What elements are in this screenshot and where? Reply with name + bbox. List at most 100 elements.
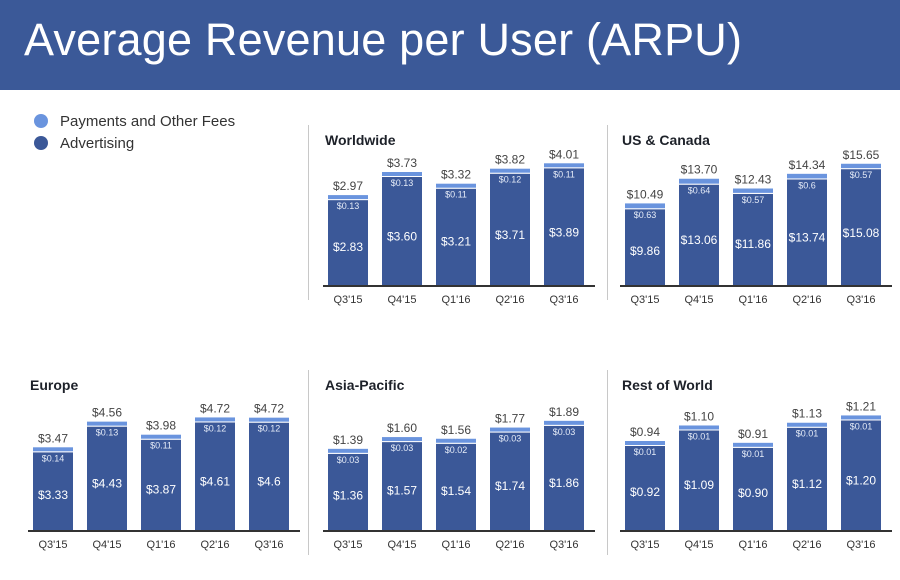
bar-separator	[625, 445, 665, 446]
x-tick-label: Q4'15	[684, 539, 713, 551]
advertising-label: $2.83	[333, 240, 363, 254]
bar-payments	[436, 438, 476, 443]
bar-separator	[87, 425, 127, 427]
total-label: $15.65	[843, 148, 880, 162]
bar-payments	[733, 442, 773, 447]
total-label: $4.01	[549, 147, 579, 161]
bar-advertising	[679, 430, 719, 530]
bar-separator	[382, 176, 422, 177]
bar-payments	[544, 420, 584, 425]
advertising-label: $4.6	[257, 475, 281, 489]
advertising-label: $0.90	[738, 486, 768, 500]
chart-title: Rest of World	[622, 377, 713, 393]
x-tick-label: Q1'16	[738, 294, 767, 306]
divider	[308, 370, 309, 555]
bar-separator	[733, 192, 773, 194]
x-tick-label: Q2'16	[495, 294, 524, 306]
advertising-label: $1.74	[495, 479, 525, 493]
bar-advertising	[841, 420, 881, 530]
x-tick-label: Q3'15	[630, 539, 659, 551]
payments-label: $0.63	[634, 210, 657, 220]
advertising-label: $1.54	[441, 484, 471, 498]
payments-label: $0.57	[742, 195, 765, 205]
total-label: $4.72	[200, 401, 230, 415]
bar-advertising	[544, 168, 584, 285]
advertising-label: $3.21	[441, 235, 471, 249]
chart-title: US & Canada	[622, 132, 710, 148]
x-tick-label: Q3'15	[630, 294, 659, 306]
divider	[607, 125, 608, 300]
legend-label: Payments and Other Fees	[60, 112, 236, 130]
bar-separator	[490, 172, 530, 174]
bar-separator	[382, 441, 422, 443]
bar-advertising	[328, 453, 368, 530]
x-tick-label: Q4'15	[684, 294, 713, 306]
payments-label: $0.13	[96, 428, 119, 438]
bar-separator	[544, 167, 584, 169]
bar-separator	[195, 421, 235, 423]
bar-advertising	[141, 439, 181, 530]
bar-separator	[787, 426, 827, 428]
page-title: Average Revenue per User (ARPU)	[24, 14, 743, 65]
bar-advertising	[382, 177, 422, 285]
bar-separator	[544, 424, 584, 426]
total-label: $3.82	[495, 153, 525, 167]
x-tick-label: Q2'16	[792, 294, 821, 306]
payments-label: $0.13	[337, 201, 360, 211]
advertising-label: $1.86	[549, 476, 579, 490]
payments-label: $0.11	[150, 441, 172, 451]
bar-advertising	[328, 200, 368, 285]
chart-svg: Rest of World $0.94 $0.01 $0.92 Q3'15 $1.10 $0…	[620, 377, 892, 551]
chart-asia-pacific: Asia-Pacific $1.39 $0.03 $1.36 Q3'15 $1.60 $0.…	[323, 370, 603, 560]
chart-svg: Worldwide $2.97 $0.13 $2.83 Q3'15 $3.73 $0.13 $…	[323, 132, 595, 306]
bar-separator	[625, 208, 665, 210]
chart-svg: Asia-Pacific $1.39 $0.03 $1.36 Q3'15 $1.60 $0.…	[323, 377, 595, 551]
payments-label: $0.02	[445, 445, 468, 455]
payments-label: $0.12	[499, 175, 522, 185]
bar-payments	[328, 448, 368, 453]
bar-payments	[679, 425, 719, 430]
x-tick-label: Q3'16	[549, 539, 578, 551]
chart-us-canada: US & Canada $10.49 $0.63 $9.86 Q3'15 $13.70 $0…	[620, 125, 900, 315]
bar-advertising	[733, 193, 773, 285]
divider	[308, 125, 309, 300]
legend: Payments and Other Fees Advertising	[34, 110, 235, 154]
bar-advertising	[87, 426, 127, 530]
chart-svg: US & Canada $10.49 $0.63 $9.86 Q3'15 $13.70 $0…	[620, 132, 892, 306]
bar-advertising	[382, 442, 422, 530]
payments-label: $0.01	[850, 421, 873, 431]
advertising-label: $0.92	[630, 485, 660, 499]
total-label: $13.70	[681, 163, 718, 177]
title-banner: Average Revenue per User (ARPU)	[0, 0, 900, 90]
legend-swatch-advertising	[34, 136, 48, 150]
advertising-label: $1.12	[792, 477, 822, 491]
advertising-label: $1.09	[684, 478, 714, 492]
legend-swatch-payments	[34, 114, 48, 128]
x-tick-label: Q2'16	[495, 539, 524, 551]
legend-item-payments: Payments and Other Fees	[34, 110, 235, 132]
total-label: $1.60	[387, 421, 417, 435]
payments-label: $0.03	[391, 443, 414, 453]
total-label: $0.91	[738, 427, 768, 441]
bar-payments	[625, 203, 665, 209]
bar-payments	[490, 427, 530, 432]
bar-payments	[328, 195, 368, 200]
advertising-label: $15.08	[843, 226, 880, 240]
bar-separator	[249, 421, 289, 423]
payments-label: $0.01	[742, 449, 765, 459]
advertising-label: $4.43	[92, 476, 122, 490]
total-label: $10.49	[627, 187, 664, 201]
chart-europe: Europe $3.47 $0.14 $3.33 Q3'15 $4.56 $0.13 $4.4…	[28, 370, 308, 560]
bar-separator	[436, 187, 476, 189]
bar-payments	[87, 421, 127, 426]
advertising-label: $3.71	[495, 228, 525, 242]
chart-title: Europe	[30, 377, 78, 393]
total-label: $3.32	[441, 168, 471, 182]
x-tick-label: Q3'16	[846, 294, 875, 306]
total-label: $1.89	[549, 405, 579, 419]
bar-payments	[436, 183, 476, 188]
payments-label: $0.11	[553, 169, 575, 179]
bar-separator	[679, 429, 719, 431]
payments-label: $0.12	[204, 423, 227, 433]
chart-rest-of-world: Rest of World $0.94 $0.01 $0.92 Q3'15 $1.10 $0…	[620, 370, 900, 560]
